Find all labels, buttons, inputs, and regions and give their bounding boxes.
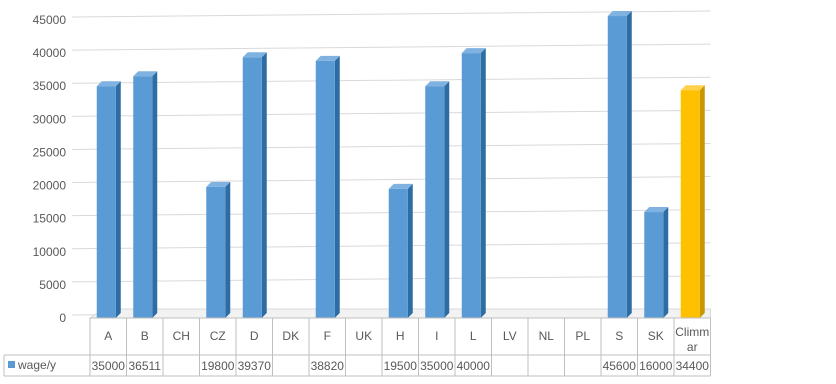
gridline: [71, 10, 711, 18]
bar-side: [334, 55, 340, 319]
x-tick-label: H: [396, 329, 405, 343]
bar-front: [644, 212, 664, 318]
x-tick-label: PL: [575, 329, 590, 343]
bar-S: [607, 11, 632, 318]
bar-I: [425, 81, 450, 318]
data-table-value: 40000: [457, 359, 491, 373]
bar-D: [242, 52, 267, 318]
data-table-value: 19500: [384, 359, 418, 373]
y-tick-label: 25000: [33, 145, 67, 159]
x-tick-label: A: [104, 329, 112, 343]
gridline: [71, 176, 711, 184]
data-table-value: 34400: [676, 359, 710, 373]
x-tick-label: DK: [282, 329, 299, 343]
x-tick-label: D: [250, 329, 259, 343]
x-tick-label: B: [141, 329, 149, 343]
x-tick-label: SK: [648, 329, 664, 343]
bar-front: [96, 86, 116, 318]
y-tick-label: 40000: [33, 46, 67, 60]
bar-A: [96, 81, 121, 318]
bar-front: [242, 57, 262, 318]
data-table-value: 16000: [639, 359, 673, 373]
bar-top: [242, 52, 267, 58]
bar-L: [461, 48, 486, 318]
data-table-value: 38820: [311, 359, 345, 373]
bar-SK: [644, 207, 669, 318]
bar-top: [680, 85, 705, 91]
bar-top: [644, 207, 669, 213]
x-tick-label: CZ: [210, 329, 226, 343]
gridline: [71, 109, 711, 117]
x-tick-label: L: [470, 329, 477, 343]
gridline: [71, 142, 711, 150]
y-tick-label: 20000: [33, 179, 67, 193]
bar-front: [206, 186, 226, 318]
x-tick-label: Climm ar: [675, 325, 709, 354]
bar-H: [388, 183, 413, 318]
data-table-value: 35000: [92, 359, 126, 373]
bar-side: [225, 181, 231, 318]
bar-side: [152, 71, 158, 319]
bar-top: [607, 11, 632, 17]
bar-front: [388, 188, 408, 318]
bar-top: [206, 181, 231, 187]
x-tick-label: S: [615, 329, 623, 343]
x-tick-label: NL: [539, 329, 555, 343]
bar-front: [607, 16, 627, 318]
bar-side: [115, 81, 121, 318]
legend-label: wage/y: [17, 358, 56, 372]
x-tick-label: I: [435, 329, 438, 343]
bar-top: [425, 81, 450, 87]
bar-B: [133, 71, 158, 319]
x-tick-label: UK: [355, 329, 372, 343]
y-tick-label: 5000: [39, 278, 66, 292]
bar-side: [480, 48, 486, 318]
data-table-value: 39370: [238, 359, 272, 373]
y-tick-label: 15000: [33, 212, 67, 226]
data-table-value: 36511: [129, 359, 162, 373]
bar-CZ: [206, 181, 231, 318]
x-tick-label: F: [324, 329, 331, 343]
bar-Climmar: [680, 85, 705, 318]
bar-front: [680, 90, 700, 318]
bar-F: [315, 55, 340, 319]
x-tick-label: CH: [173, 329, 190, 343]
bar-top: [315, 55, 340, 61]
bar-front: [133, 76, 153, 319]
data-table-value: 19800: [201, 359, 235, 373]
bar-top: [461, 48, 486, 54]
y-tick-label: 0: [59, 311, 66, 325]
y-tick-label: 35000: [33, 79, 67, 93]
gridline: [71, 43, 711, 51]
y-tick-label: 30000: [33, 112, 67, 126]
x-tick-label: LV: [503, 329, 517, 343]
bar-front: [461, 53, 481, 318]
y-tick-label: 45000: [33, 13, 67, 27]
bar-side: [663, 207, 669, 318]
bar-front: [315, 60, 335, 319]
y-tick-label: 10000: [33, 245, 67, 259]
data-table-value: 35000: [420, 359, 454, 373]
legend-swatch: [8, 361, 15, 368]
bar-top: [96, 81, 121, 87]
gridline: [71, 76, 711, 84]
bar-top: [133, 71, 158, 77]
bar-front: [425, 86, 445, 318]
bar-side: [261, 52, 267, 318]
bar-side: [626, 11, 632, 318]
bar-side: [444, 81, 450, 318]
bar-side: [407, 183, 413, 318]
bar-top: [388, 183, 413, 189]
bar-side: [699, 85, 705, 318]
data-table-value: 45600: [603, 359, 637, 373]
